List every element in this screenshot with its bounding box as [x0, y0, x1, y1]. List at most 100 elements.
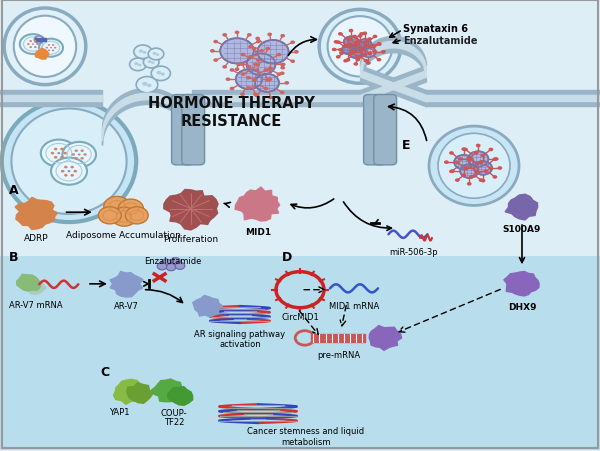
Circle shape: [104, 197, 130, 217]
Circle shape: [60, 156, 64, 159]
Circle shape: [377, 59, 382, 62]
Circle shape: [78, 154, 80, 156]
Circle shape: [248, 56, 253, 60]
Circle shape: [134, 46, 152, 60]
Circle shape: [230, 87, 235, 91]
Circle shape: [147, 84, 152, 88]
Ellipse shape: [438, 134, 510, 199]
FancyBboxPatch shape: [182, 95, 205, 166]
Polygon shape: [113, 380, 143, 405]
Circle shape: [118, 200, 143, 219]
Circle shape: [226, 78, 230, 82]
Circle shape: [469, 158, 473, 161]
Circle shape: [32, 44, 34, 46]
Circle shape: [355, 59, 360, 62]
Circle shape: [252, 79, 257, 83]
Circle shape: [236, 70, 262, 90]
Polygon shape: [193, 296, 223, 317]
Polygon shape: [504, 272, 539, 296]
Text: DHX9: DHX9: [508, 302, 536, 311]
Circle shape: [235, 32, 239, 35]
Circle shape: [64, 152, 67, 155]
Circle shape: [152, 53, 157, 56]
Circle shape: [377, 43, 382, 46]
Circle shape: [494, 158, 499, 161]
Circle shape: [34, 41, 37, 43]
Circle shape: [338, 49, 343, 52]
Circle shape: [268, 67, 273, 71]
Circle shape: [64, 175, 68, 177]
Text: miR-506-3p: miR-506-3p: [389, 247, 439, 256]
Circle shape: [280, 35, 285, 38]
Circle shape: [255, 95, 260, 98]
Circle shape: [355, 41, 360, 45]
Circle shape: [263, 87, 268, 91]
Circle shape: [349, 52, 353, 56]
Circle shape: [48, 45, 50, 47]
Circle shape: [98, 207, 121, 225]
FancyBboxPatch shape: [364, 95, 386, 166]
Text: Cancer stemness and liquid
metabolism: Cancer stemness and liquid metabolism: [247, 426, 365, 446]
Circle shape: [352, 36, 357, 39]
Circle shape: [368, 52, 373, 56]
Circle shape: [80, 158, 84, 160]
Circle shape: [34, 47, 37, 49]
Circle shape: [71, 154, 75, 156]
Text: MID1: MID1: [245, 227, 271, 236]
Circle shape: [74, 158, 78, 160]
Text: Enzalutamide: Enzalutamide: [144, 256, 202, 265]
Circle shape: [136, 78, 158, 93]
Circle shape: [367, 53, 372, 56]
Polygon shape: [505, 195, 538, 221]
Circle shape: [148, 61, 152, 64]
Text: HORMONE THERAPY
RESISTANCE: HORMONE THERAPY RESISTANCE: [148, 96, 314, 129]
Circle shape: [51, 158, 87, 185]
Circle shape: [157, 72, 161, 75]
Circle shape: [257, 41, 289, 64]
Circle shape: [58, 153, 60, 155]
Circle shape: [449, 170, 454, 174]
Polygon shape: [127, 383, 153, 403]
Circle shape: [139, 50, 143, 54]
Circle shape: [54, 48, 56, 50]
Circle shape: [267, 33, 272, 37]
Circle shape: [263, 69, 268, 73]
Circle shape: [241, 73, 245, 77]
Circle shape: [373, 51, 377, 55]
Circle shape: [359, 33, 364, 37]
Ellipse shape: [4, 9, 86, 85]
Circle shape: [373, 36, 377, 39]
Circle shape: [474, 152, 479, 155]
Circle shape: [479, 161, 484, 165]
Circle shape: [48, 51, 50, 52]
Circle shape: [246, 77, 251, 80]
Circle shape: [359, 49, 364, 52]
Circle shape: [474, 170, 479, 174]
Circle shape: [143, 57, 159, 69]
Circle shape: [343, 45, 348, 48]
Circle shape: [255, 37, 260, 41]
Circle shape: [332, 49, 337, 52]
Circle shape: [353, 41, 358, 45]
Circle shape: [474, 162, 492, 175]
Ellipse shape: [2, 101, 136, 223]
Circle shape: [20, 35, 46, 55]
Text: S100A9: S100A9: [503, 225, 541, 234]
Text: AR-V7: AR-V7: [113, 301, 139, 310]
Circle shape: [148, 49, 164, 61]
Text: D: D: [282, 251, 292, 264]
Circle shape: [166, 264, 176, 271]
Text: AR signaling pathway
activation: AR signaling pathway activation: [194, 329, 286, 349]
Circle shape: [268, 78, 272, 82]
Circle shape: [464, 167, 469, 170]
Circle shape: [352, 51, 357, 55]
Circle shape: [334, 41, 338, 45]
Circle shape: [344, 46, 349, 49]
Circle shape: [358, 56, 362, 60]
Circle shape: [253, 63, 258, 67]
Circle shape: [54, 156, 58, 159]
Circle shape: [342, 46, 354, 55]
Polygon shape: [151, 379, 184, 402]
Circle shape: [54, 148, 58, 151]
Circle shape: [240, 93, 245, 97]
